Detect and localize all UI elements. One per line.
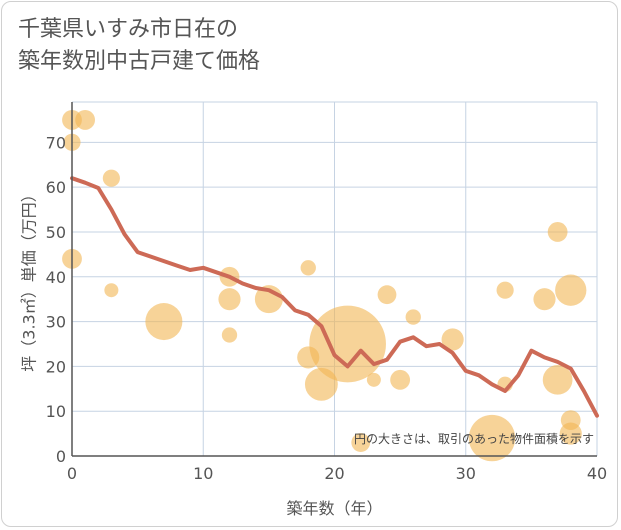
axes (71, 102, 597, 457)
bubble (366, 372, 381, 387)
bubble (533, 288, 556, 311)
average-line (70, 176, 599, 418)
chart-title-line-2: 築年数別中古戸建て価格 (18, 49, 261, 74)
bubble (377, 285, 397, 305)
bubble (145, 303, 183, 341)
y-tick-label: 30 (46, 313, 66, 332)
bubble (300, 260, 316, 276)
bubbles (62, 110, 587, 462)
average-price-line (70, 176, 599, 418)
y-tick-label: 20 (46, 357, 66, 376)
bubble (218, 288, 241, 311)
bubble (441, 328, 464, 351)
bubble (547, 222, 568, 242)
bubble (542, 364, 573, 395)
x-tick-label: 10 (193, 464, 213, 483)
bubble (559, 422, 582, 445)
y-axis-label: 坪（3.3㎡）単価（万円） (20, 186, 39, 371)
bubble (496, 281, 514, 299)
bubble (309, 305, 386, 383)
y-tick-label: 60 (46, 178, 66, 197)
x-axis-label: 築年数（年） (286, 499, 382, 518)
bubble (468, 414, 516, 462)
y-tick-label: 70 (46, 133, 66, 152)
chart-title-line-1: 千葉県いすみ市日在の (18, 17, 239, 42)
bubble (390, 369, 411, 390)
x-tick-label: 20 (324, 464, 344, 483)
y-tick-label: 0 (56, 447, 66, 466)
bubble (405, 309, 421, 325)
bubble (102, 169, 120, 187)
bubble (221, 327, 238, 343)
y-tick-label: 50 (46, 223, 66, 242)
y-tick-label: 10 (46, 402, 66, 421)
x-tick-label: 40 (587, 464, 607, 483)
bubble (555, 274, 587, 306)
x-tick-label: 0 (67, 464, 77, 483)
chart-title: 千葉県いすみ市日在の 築年数別中古戸建て価格 (18, 14, 260, 78)
bubble (104, 283, 119, 298)
bubble (351, 433, 371, 452)
x-tick-label: 30 (456, 464, 476, 483)
tick-labels: 0 10 20 30 40 0 10 20 30 40 50 60 70 (46, 133, 608, 483)
gridlines (71, 101, 598, 457)
y-tick-label: 40 (46, 268, 66, 287)
bubble-size-note: 円の大きさは、取引のあった物件面積を示す (354, 431, 594, 446)
bubble (75, 110, 96, 130)
